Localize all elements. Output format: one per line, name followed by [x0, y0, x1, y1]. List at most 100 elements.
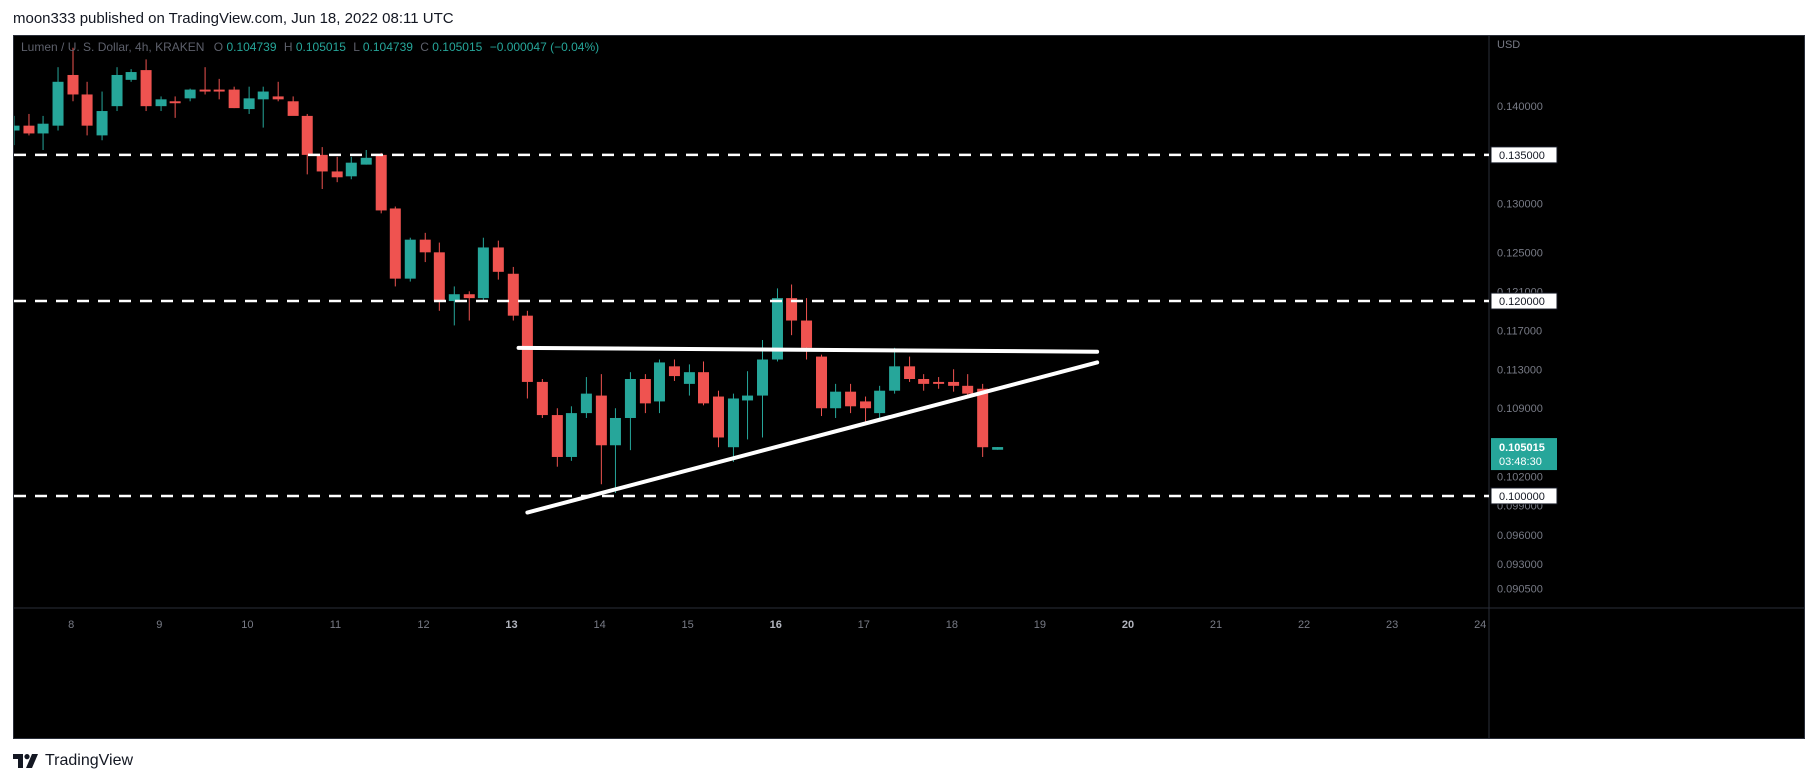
candle-up	[404, 237, 416, 282]
candle-up	[830, 383, 842, 418]
price-tick-label: 0.093000	[1497, 559, 1543, 571]
candle-down	[845, 383, 857, 414]
time-scale[interactable]: 8 9 10 11 12 13 14 15 16 17 18 19 20 21 22 23 24	[68, 619, 1486, 631]
candle-body	[316, 154, 328, 172]
candle-down	[228, 86, 240, 109]
candle-up	[37, 115, 49, 151]
candle-down	[213, 78, 225, 100]
candle-down	[918, 374, 930, 391]
candle-down	[67, 47, 79, 102]
candle-up	[992, 447, 1004, 450]
candle-body	[111, 74, 123, 107]
candle-body	[801, 320, 813, 348]
level-price-label: 0.100000	[1499, 491, 1545, 503]
candle-up	[14, 115, 20, 146]
candle-body	[712, 396, 724, 438]
price-scale[interactable]: 0.1400000.1350000.1300000.1250000.121000…	[1497, 101, 1543, 595]
candle-body	[331, 171, 343, 178]
candle-body	[125, 72, 137, 80]
candle-down	[933, 377, 945, 389]
candle-up	[477, 237, 489, 302]
candle-body	[301, 115, 313, 155]
level-price-badge	[1490, 146, 1558, 164]
candle-body	[243, 98, 255, 110]
last-price-badge	[1491, 438, 1557, 471]
candle-body	[698, 372, 710, 404]
candle-down	[668, 359, 680, 381]
time-tick-label: 19	[1034, 619, 1046, 631]
candle-down	[786, 284, 798, 336]
time-tick-label: 17	[858, 619, 870, 631]
candle-body	[23, 125, 35, 134]
candle-down	[301, 113, 313, 175]
candle-body	[419, 239, 431, 253]
legend-change: −0.000047 (−0.04%)	[490, 40, 599, 54]
candle-down	[331, 156, 343, 183]
time-tick-label: 20	[1122, 619, 1134, 631]
candle-body	[948, 381, 960, 386]
candle-body	[389, 208, 401, 279]
time-tick-label: 24	[1474, 619, 1486, 631]
candle-down	[492, 240, 504, 280]
candle-down	[433, 242, 445, 311]
candle-body	[962, 385, 974, 394]
candle-up	[345, 156, 357, 180]
price-tick-label: 0.113000	[1497, 364, 1542, 376]
candlestick-chart[interactable]: 0.1400000.1350000.1300000.1250000.121000…	[14, 36, 1804, 738]
candle-up	[889, 347, 901, 394]
candle-up	[609, 408, 621, 494]
candle-body	[918, 379, 930, 384]
candle-body	[37, 123, 49, 134]
legend-open-value: 0.104739	[226, 40, 276, 54]
legend-high-value: 0.105015	[296, 40, 346, 54]
time-tick-label: 23	[1386, 619, 1398, 631]
candle-down	[169, 96, 181, 118]
price-tick-label: 0.117000	[1497, 325, 1542, 337]
candle-up	[96, 91, 108, 141]
candle-body	[228, 89, 240, 109]
time-tick-label: 14	[593, 619, 605, 631]
candle-down	[23, 113, 35, 136]
chart-panel[interactable]: 0.1400000.1350000.1300000.1250000.121000…	[13, 35, 1805, 739]
candle-down	[639, 374, 651, 414]
candle-down	[316, 147, 328, 189]
candle-body	[565, 413, 577, 457]
candle-body	[492, 247, 504, 272]
candle-body	[360, 157, 372, 165]
candle-up	[624, 372, 636, 451]
time-tick-label: 9	[156, 619, 162, 631]
candle-up	[683, 364, 695, 396]
legend-symbol: Lumen / U. S. Dollar, 4h, KRAKEN	[21, 40, 204, 54]
candle-body	[845, 391, 857, 407]
candle-body	[67, 74, 79, 95]
candle-down	[962, 374, 974, 399]
candle-body	[199, 89, 211, 92]
level-price-badge	[1490, 487, 1558, 505]
candle-body	[904, 366, 916, 380]
candle-down	[463, 291, 475, 321]
candle-body	[668, 366, 680, 377]
footer-brand[interactable]: TradingView	[13, 752, 133, 770]
candle-up	[125, 69, 137, 82]
candle-body	[169, 101, 181, 104]
footer-brand-label: TradingView	[45, 752, 134, 769]
legend-low-label: L	[353, 40, 360, 54]
candle-body	[860, 401, 872, 409]
price-tick-label: 0.090500	[1497, 584, 1543, 596]
candle-body	[609, 417, 621, 446]
candle-body	[742, 395, 754, 401]
legend-close-label: C	[420, 40, 429, 54]
drawings[interactable]	[14, 153, 1489, 515]
candle-body	[624, 379, 636, 418]
candle-body	[595, 395, 607, 446]
candle-down	[375, 152, 387, 214]
candle-body	[345, 162, 357, 177]
candle-down	[948, 369, 960, 392]
candle-up	[155, 96, 167, 112]
candle-down	[698, 361, 710, 406]
candle-body	[933, 381, 945, 384]
trend-line	[525, 360, 1100, 515]
price-tick-label: 0.099000	[1497, 501, 1543, 513]
candle-up	[52, 67, 64, 131]
candle-body	[213, 89, 225, 92]
